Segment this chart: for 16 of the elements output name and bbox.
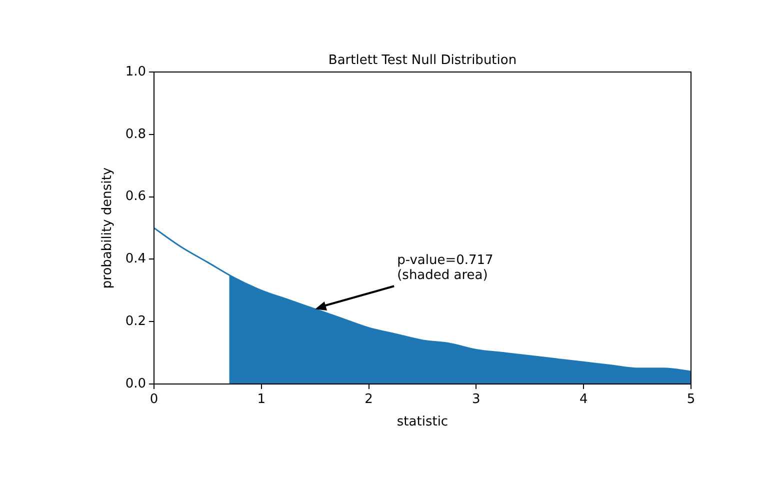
y-tick-label: 0.2 [125, 314, 146, 329]
y-tick-label: 0.4 [125, 252, 146, 267]
x-tick-label: 5 [686, 392, 696, 408]
x-tick-label: 4 [579, 392, 588, 408]
x-tick-label: 3 [472, 392, 480, 408]
x-axis-title: statistic [396, 414, 448, 430]
y-tick-label: 0.8 [125, 126, 146, 142]
y-tick-label: 0.0 [125, 376, 146, 392]
y-tick-label: 0.6 [125, 189, 146, 204]
x-tick-label: 0 [150, 392, 158, 408]
y-axis-title: probability density [100, 167, 116, 289]
x-tick-label: 2 [364, 392, 373, 408]
x-tick-label: 1 [257, 392, 266, 408]
chart-title: Bartlett Test Null Distribution [328, 53, 517, 68]
annotation: p-value=0.717 (shaded area) [397, 253, 494, 284]
y-tick-label: 1.0 [125, 64, 146, 80]
